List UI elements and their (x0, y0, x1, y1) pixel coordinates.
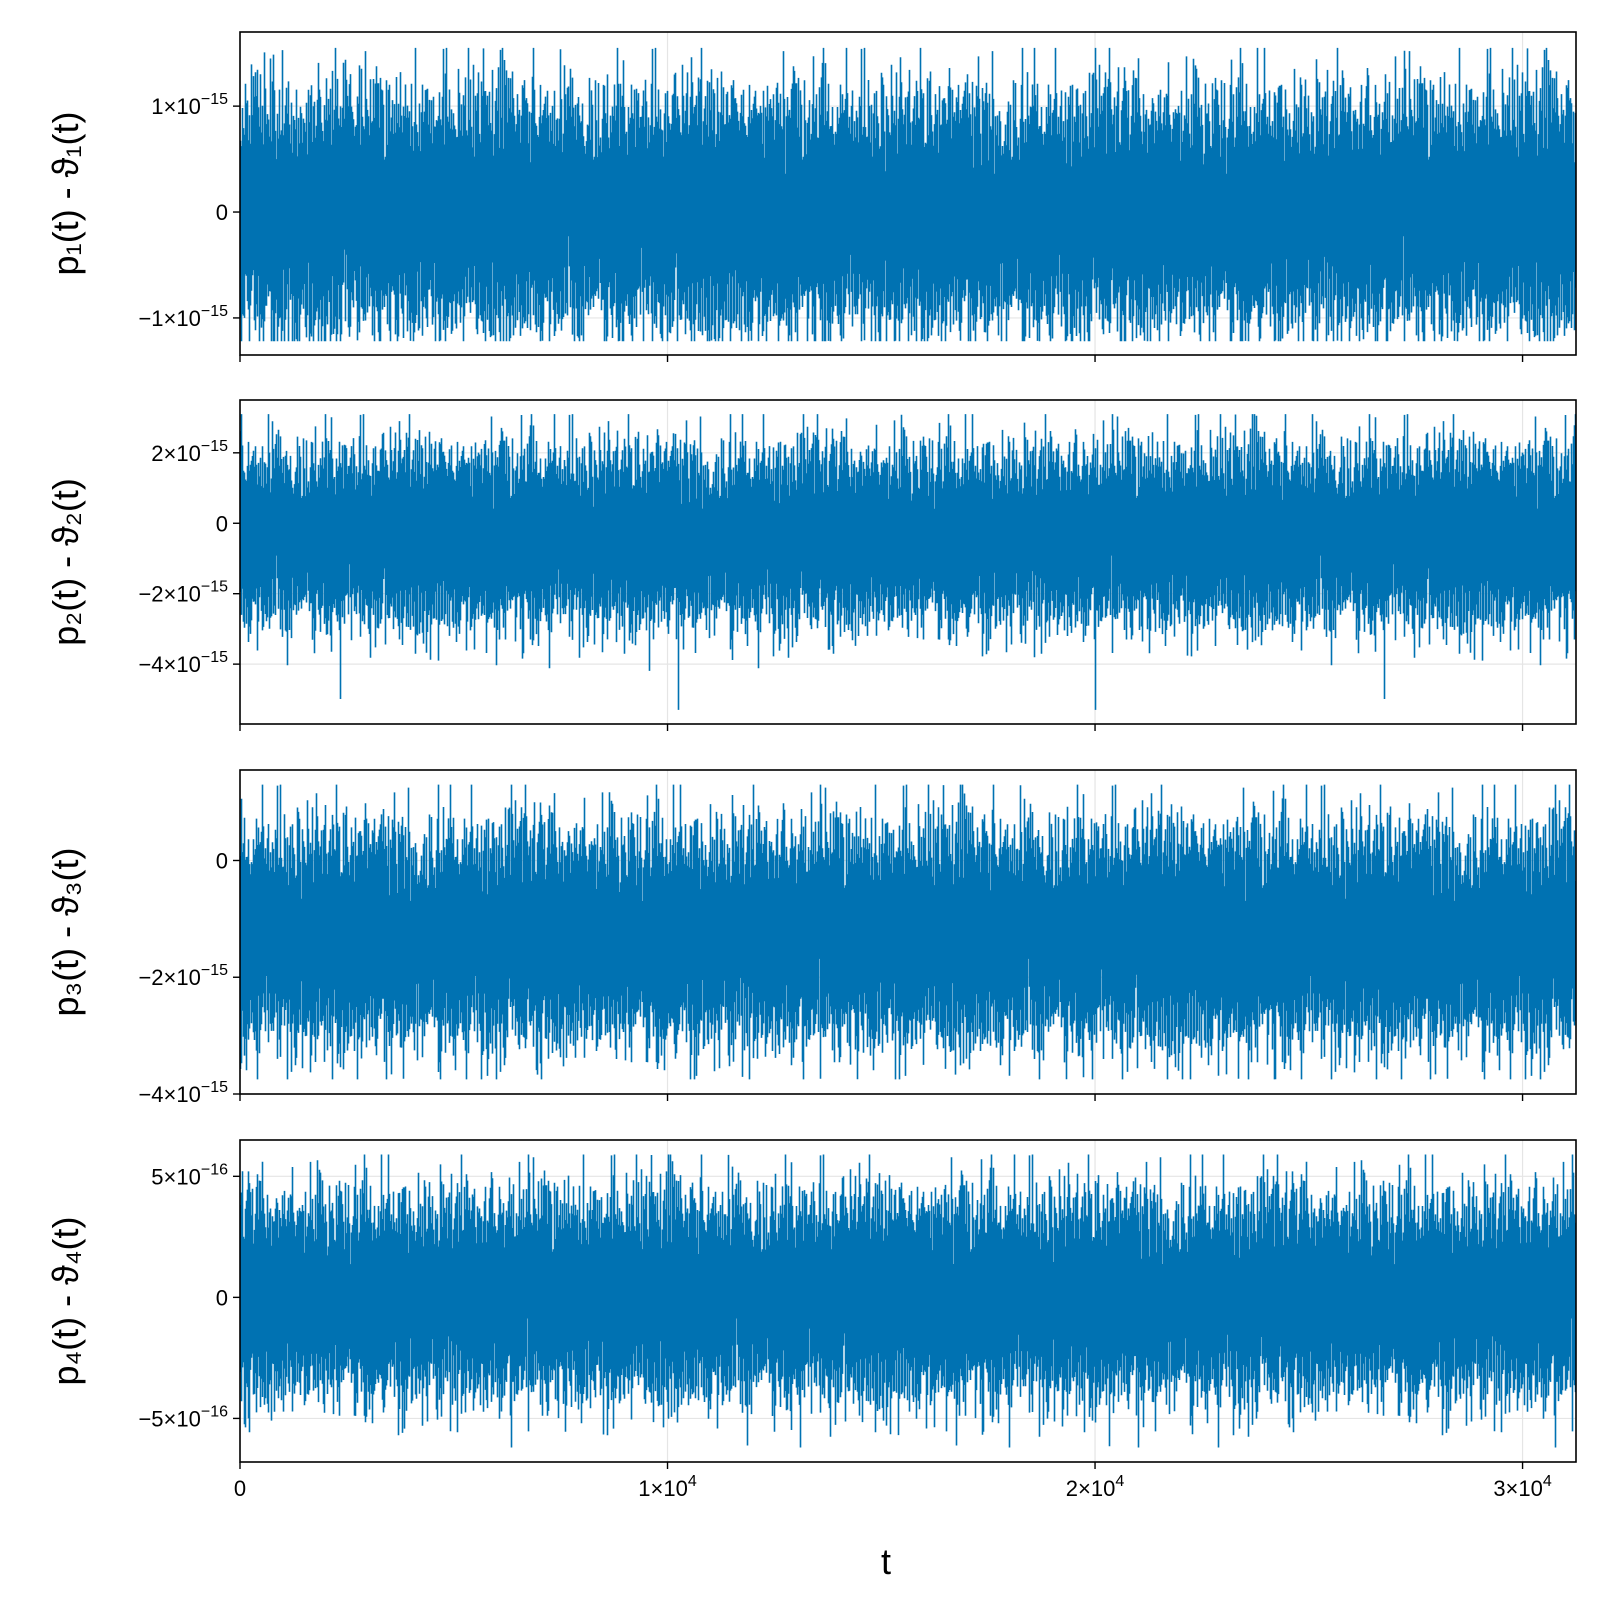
x-tick-label: 1×104 (638, 1473, 697, 1501)
x-tick-label: 3×104 (1493, 1473, 1552, 1501)
y-tick-label: −2×10−15 (138, 579, 228, 607)
y-tick-label: −4×10−15 (138, 1079, 228, 1107)
series-line-2 (240, 414, 1576, 710)
series-line-3 (240, 784, 1576, 1080)
x-axis-label: t (881, 1541, 891, 1582)
plot-frame (239, 31, 1577, 356)
plot-frame (239, 769, 1577, 1095)
plot-frame (239, 1139, 1577, 1463)
y-tick-label: −4×10−15 (138, 649, 228, 677)
y-tick-label: −2×10−15 (138, 962, 228, 990)
y-axis-label: p₃(t) - ϑ₃(t) (45, 848, 86, 1017)
y-tick-label: −1×10−15 (138, 303, 228, 331)
y-tick-label: 0 (216, 200, 228, 225)
panel-2: 2×10−15 0 −2×10−15 −4×10−15 p₂(t) - ϑ₂(t) (45, 399, 1577, 731)
panel-1: 1×10−15 0 −1×10−15 p₁(t) - ϑ₁(t) (45, 31, 1577, 362)
y-tick-label: 5×10−16 (151, 1161, 228, 1189)
y-tick-label: 2×10−15 (151, 438, 228, 466)
y-tick-label: 0 (216, 511, 228, 536)
plot-frame (239, 399, 1577, 725)
y-axis-label: p₂(t) - ϑ₂(t) (45, 478, 86, 646)
y-tick-label: −5×10−16 (138, 1403, 228, 1431)
panels: 1×10−15 0 −1×10−15 p₁(t) - ϑ₁(t) 2×10−15 0 −2×… (45, 31, 1577, 1501)
series-line-4 (240, 1154, 1576, 1448)
y-tick-label: 0 (216, 1285, 228, 1310)
x-tick-label: 0 (234, 1476, 246, 1501)
y-axis-label: p₄(t) - ϑ₄(t) (45, 1216, 86, 1385)
panel-3: 0 −2×10−15 −4×10−15 p₃(t) - ϑ₃(t) (45, 769, 1577, 1107)
x-tick-label: 2×104 (1066, 1473, 1125, 1501)
y-tick-label: 0 (216, 848, 228, 873)
series-line-1 (240, 47, 1576, 342)
panel-4: 5×10−16 0 −5×10−16 p₄(t) - ϑ₄(t) (45, 1139, 1577, 1469)
y-tick-label: 1×10−15 (151, 91, 228, 119)
y-axis-label: p₁(t) - ϑ₁(t) (45, 112, 86, 276)
